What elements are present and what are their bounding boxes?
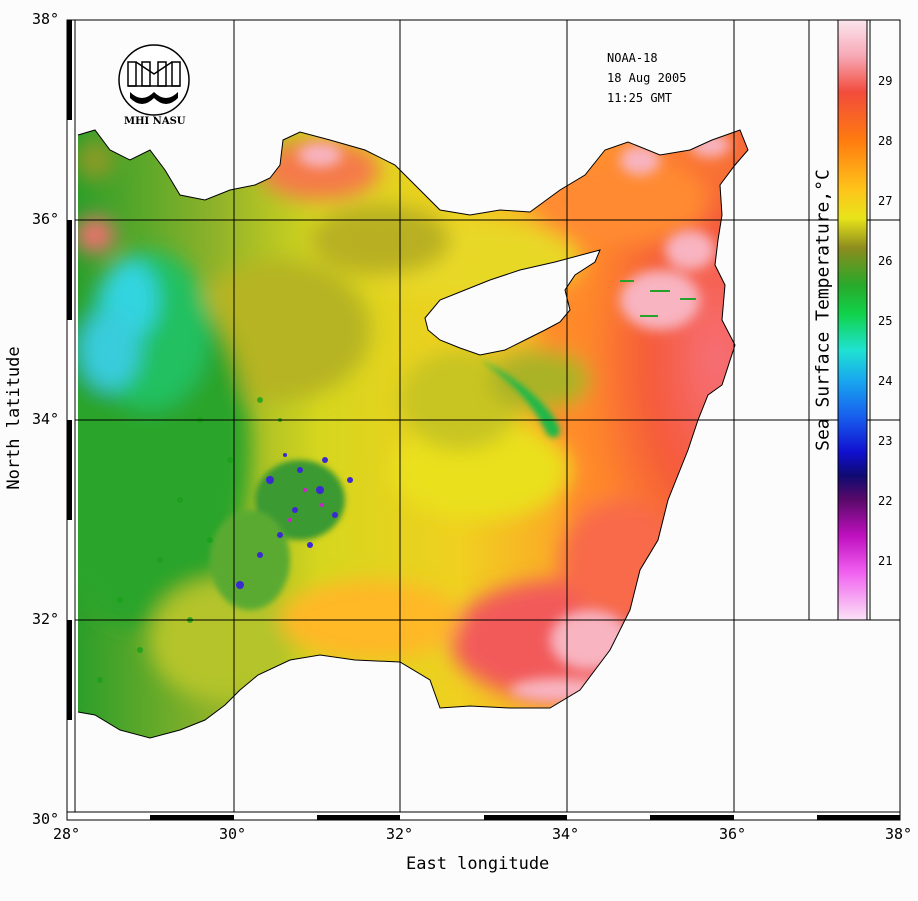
x-axis-title: East longitude [406, 854, 550, 874]
colorbar-title: Sea Surface Temperature,°C [812, 169, 834, 451]
colorbar-label-22: 22 [878, 494, 893, 508]
lat-label-34: 34° [32, 410, 60, 428]
lat-label-30: 30° [32, 810, 60, 828]
colorbar-label-23: 23 [878, 434, 893, 448]
lon-label-36: 36° [719, 825, 747, 843]
colorbar-label-29: 29 [878, 74, 893, 88]
lon-label-30: 30° [219, 825, 247, 843]
mhi-nasu-logo [118, 44, 190, 116]
lon-label-32: 32° [386, 825, 414, 843]
lat-label-32: 32° [32, 610, 60, 628]
longitude-scale-bar [66, 811, 901, 821]
colorbar-label-27: 27 [878, 194, 893, 208]
acquisition-date: 18 Aug 2005 [607, 71, 687, 85]
latitude-scale-bar [66, 19, 76, 821]
logo-text: MHI NASU [124, 116, 186, 127]
colorbar-label-28: 28 [878, 134, 893, 148]
lon-label-34: 34° [552, 825, 580, 843]
acquisition-time: 11:25 GMT [607, 91, 673, 105]
y-axis-title: North latitude [4, 346, 24, 490]
lon-label-38: 38° [885, 825, 913, 843]
colorbar [837, 19, 868, 621]
lat-label-36: 36° [32, 210, 60, 228]
graticule [67, 20, 900, 820]
colorbar-label-24: 24 [878, 374, 893, 388]
lat-label-38: 38° [32, 10, 60, 28]
lon-label-28: 28° [53, 825, 81, 843]
colorbar-label-26: 26 [878, 254, 893, 268]
colorbar-label-25: 25 [878, 314, 893, 328]
satellite-name: NOAA-18 [607, 51, 658, 65]
sea-surface-temperature-field [78, 130, 748, 738]
coastline [77, 129, 749, 739]
image-info: NOAA-18 18 Aug 2005 11:25 GMT [607, 48, 686, 108]
colorbar-label-21: 21 [878, 554, 893, 568]
